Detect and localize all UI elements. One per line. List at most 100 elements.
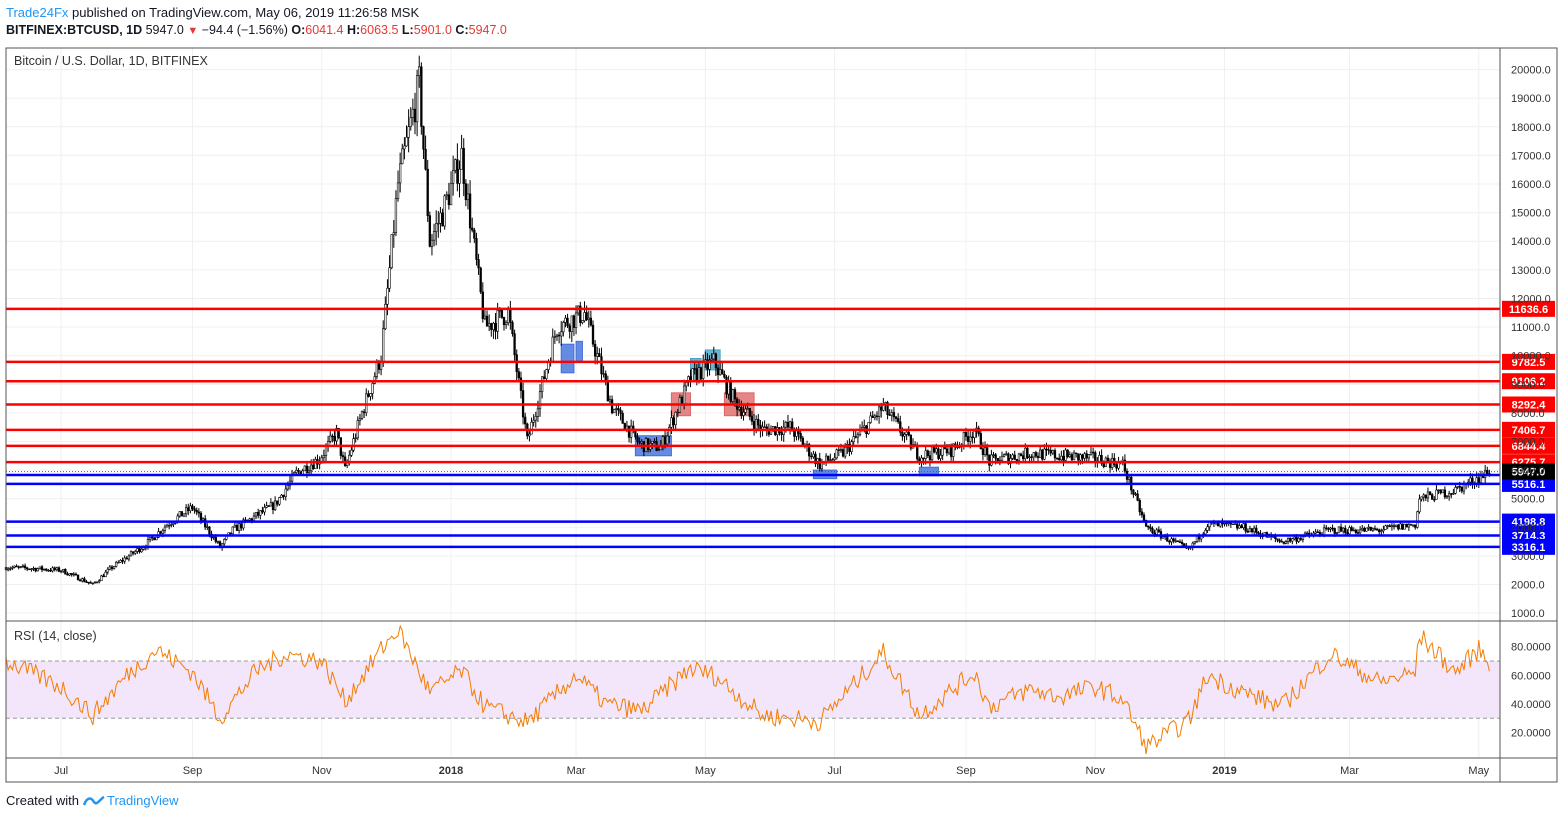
candle-body — [1486, 469, 1489, 474]
created-with-text: Created with — [6, 793, 79, 808]
support-level-label: 3316.1 — [1512, 542, 1546, 554]
candle-body — [17, 566, 20, 568]
candle-body — [51, 567, 54, 572]
resistance-level-label: 9106.2 — [1512, 376, 1546, 388]
last-price-label: 5947.0 — [1512, 467, 1546, 479]
candle-body — [706, 359, 709, 370]
candle-body — [1314, 531, 1317, 534]
candle-body — [1151, 528, 1154, 534]
candle-body — [1134, 493, 1137, 495]
candle-body — [1286, 537, 1290, 542]
candle-body — [1382, 529, 1385, 532]
down-arrow-icon: ▼ — [187, 25, 199, 37]
candle-body — [780, 432, 783, 435]
candle-body — [303, 465, 306, 472]
y-tick-label: 12000.0 — [1511, 293, 1551, 305]
rsi-band-fill — [6, 661, 1500, 719]
candle-body — [322, 455, 326, 459]
candle-body — [534, 416, 537, 421]
candle-body — [269, 502, 273, 507]
candle-body — [195, 510, 198, 513]
candle-body — [507, 308, 510, 324]
candle-body — [1306, 532, 1309, 535]
x-tick-label: May — [1468, 765, 1489, 777]
high-value: 6063.5 — [360, 23, 399, 37]
candle-body — [350, 449, 353, 456]
candle-body — [134, 551, 137, 554]
candle-body — [560, 331, 563, 337]
candle-body — [443, 195, 446, 227]
x-tick-label: Sep — [183, 765, 203, 777]
y-tick-label: 9000.0 — [1511, 379, 1545, 391]
y-tick-label: 10000.0 — [1511, 351, 1551, 363]
candle-body — [676, 411, 679, 414]
candle-body — [123, 557, 126, 562]
candle-body — [1172, 538, 1175, 542]
candle-body — [248, 518, 251, 521]
publisher-name[interactable]: Trade24Fx — [6, 5, 69, 20]
candle-body — [1401, 523, 1404, 530]
candle-body — [293, 472, 296, 475]
candle-body — [952, 443, 955, 457]
candle-body — [1282, 541, 1285, 544]
candle-body — [899, 421, 902, 433]
candle-body — [636, 436, 639, 443]
candle-body — [1458, 486, 1461, 488]
candle-body — [555, 334, 559, 337]
candle-body — [708, 359, 711, 370]
candle-body — [839, 449, 843, 451]
candle-body — [1038, 449, 1042, 458]
candle-body — [844, 446, 847, 457]
candle-body — [178, 511, 181, 517]
candle-body — [1342, 527, 1345, 532]
published-text: published on TradingView.com, May 06, 20… — [72, 5, 420, 20]
candle-body — [1017, 453, 1021, 461]
candle-body — [530, 421, 533, 435]
candle-body — [1178, 541, 1182, 543]
publish-info: Trade24Fx published on TradingView.com, … — [6, 5, 419, 20]
candle-body — [129, 551, 133, 557]
x-tick-label: Jul — [828, 765, 842, 777]
candle-body — [66, 573, 69, 576]
candle-body — [721, 369, 724, 375]
candle-body — [458, 168, 461, 184]
candle-body — [519, 377, 523, 391]
candle-body — [1257, 532, 1260, 534]
candle-body — [57, 567, 61, 572]
candle-body — [545, 369, 548, 379]
candle-body — [371, 383, 374, 394]
y-tick-label: 8000.0 — [1511, 408, 1545, 420]
grid — [6, 48, 1500, 758]
candle-body — [148, 536, 152, 540]
candle-body — [331, 435, 334, 438]
candle-body — [447, 194, 451, 206]
candle-body — [962, 432, 966, 446]
candle-body — [276, 500, 279, 505]
candle-body — [284, 488, 287, 497]
candle-body — [445, 194, 448, 197]
candle-body — [1339, 526, 1343, 532]
candle-body — [1013, 454, 1016, 460]
candle-body — [939, 454, 942, 459]
rsi-y-tick-label: 20.0000 — [1511, 728, 1551, 740]
symbol-name: BITFINEX:BTCUSD, 1D — [6, 23, 143, 37]
candle-body — [208, 526, 211, 535]
candle-body — [513, 333, 516, 356]
candle-body — [420, 66, 423, 127]
candle-body — [719, 369, 722, 376]
candle-body — [449, 182, 453, 206]
candle-body — [437, 222, 440, 225]
candle-body — [905, 431, 908, 435]
tradingview-link[interactable]: TradingView — [82, 793, 179, 808]
candle-body — [572, 315, 576, 328]
candle-body — [187, 507, 190, 511]
candle-body — [1081, 454, 1084, 459]
candle-body — [763, 426, 766, 428]
candle-body — [657, 449, 660, 451]
candle-body — [776, 427, 779, 435]
candle-body — [70, 573, 73, 575]
candle-body — [1356, 532, 1360, 534]
candle-body — [1176, 540, 1180, 543]
candle-body — [1316, 531, 1319, 534]
